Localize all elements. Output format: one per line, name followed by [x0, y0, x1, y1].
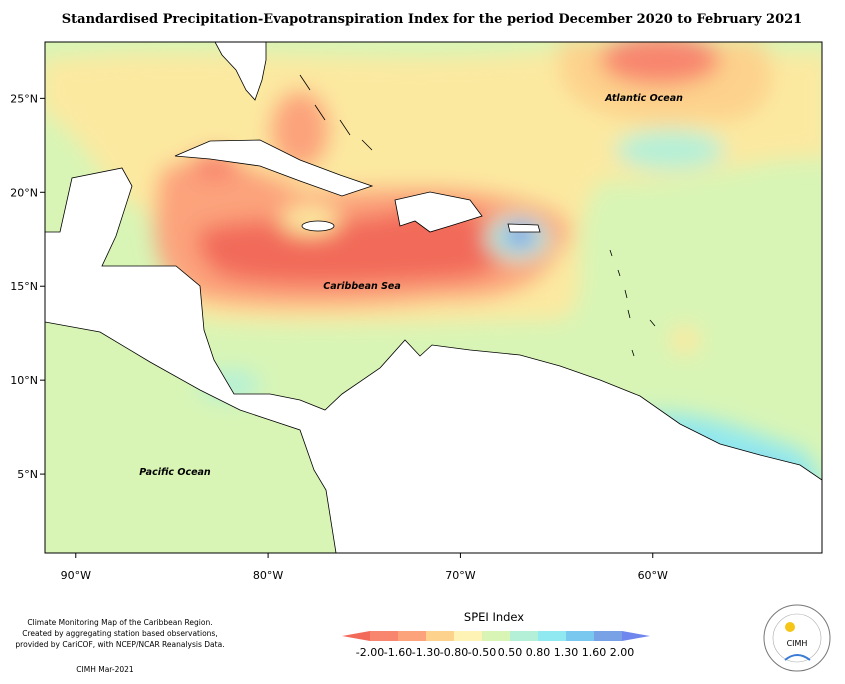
cuba — [174, 139, 374, 197]
spei-field — [45, 42, 822, 553]
logo: CIMH — [763, 604, 831, 672]
legend-label: -0.50 — [468, 646, 496, 659]
map-frame — [44, 41, 823, 554]
lat-tick-label: 25°N — [10, 92, 38, 105]
footer-line: Created by aggregating station based obs… — [22, 629, 217, 638]
legend-swatch — [566, 631, 594, 641]
legend: -2.00 -1.60 -1.30 -0.80 -0.50 0.50 0.80 1.30 1.6… — [342, 631, 650, 659]
legend-swatch — [454, 631, 482, 641]
legend-swatch — [398, 631, 426, 641]
sea-label: Caribbean Sea — [323, 281, 401, 292]
lat-tick-label: 10°N — [10, 374, 38, 387]
legend-swatch — [482, 631, 510, 641]
legend-swatch — [370, 631, 398, 641]
legend-label: 2.00 — [610, 646, 635, 659]
legend-label: -1.30 — [412, 646, 440, 659]
jamaica — [301, 220, 335, 232]
legend-swatch — [426, 631, 454, 641]
legend-label: 0.50 — [498, 646, 523, 659]
legend-label: -2.00 — [356, 646, 384, 659]
logo-text: CIMH — [787, 639, 808, 648]
legend-label: 1.30 — [554, 646, 579, 659]
small-islands — [299, 74, 656, 357]
hispaniola — [394, 191, 483, 233]
lon-tick-label: 60°W — [638, 569, 668, 582]
mainland — [45, 167, 822, 553]
legend-label: -0.80 — [440, 646, 468, 659]
ocean-label: Pacific Ocean — [139, 467, 211, 478]
legend-label: 1.60 — [582, 646, 607, 659]
legend-label: 0.80 — [526, 646, 551, 659]
puerto-rico — [507, 223, 541, 233]
lon-tick-label: 90°W — [61, 569, 91, 582]
legend-swatch — [594, 631, 622, 641]
legend-swatch — [342, 631, 370, 641]
legend-swatch — [510, 631, 538, 641]
footer-line: Climate Monitoring Map of the Caribbean … — [27, 618, 212, 627]
legend-label: -1.60 — [384, 646, 412, 659]
legend-swatch — [538, 631, 566, 641]
florida — [214, 42, 267, 101]
lat-tick-label: 15°N — [10, 280, 38, 293]
legend-swatch — [622, 631, 650, 641]
lat-tick-label: 5°N — [17, 468, 38, 481]
footer-credit: CIMH Mar-2021 — [76, 665, 134, 674]
legend-title: SPEI Index — [464, 610, 524, 624]
ocean-label: Atlantic Ocean — [604, 93, 683, 104]
lon-tick-label: 70°W — [445, 569, 475, 582]
lat-tick-label: 20°N — [10, 186, 38, 199]
map-title: Standardised Precipitation-Evapotranspir… — [62, 12, 802, 27]
footer-line: provided by CariCOF, with NCEP/NCAR Rean… — [15, 640, 224, 649]
land — [45, 42, 822, 553]
lon-tick-label: 80°W — [253, 569, 283, 582]
